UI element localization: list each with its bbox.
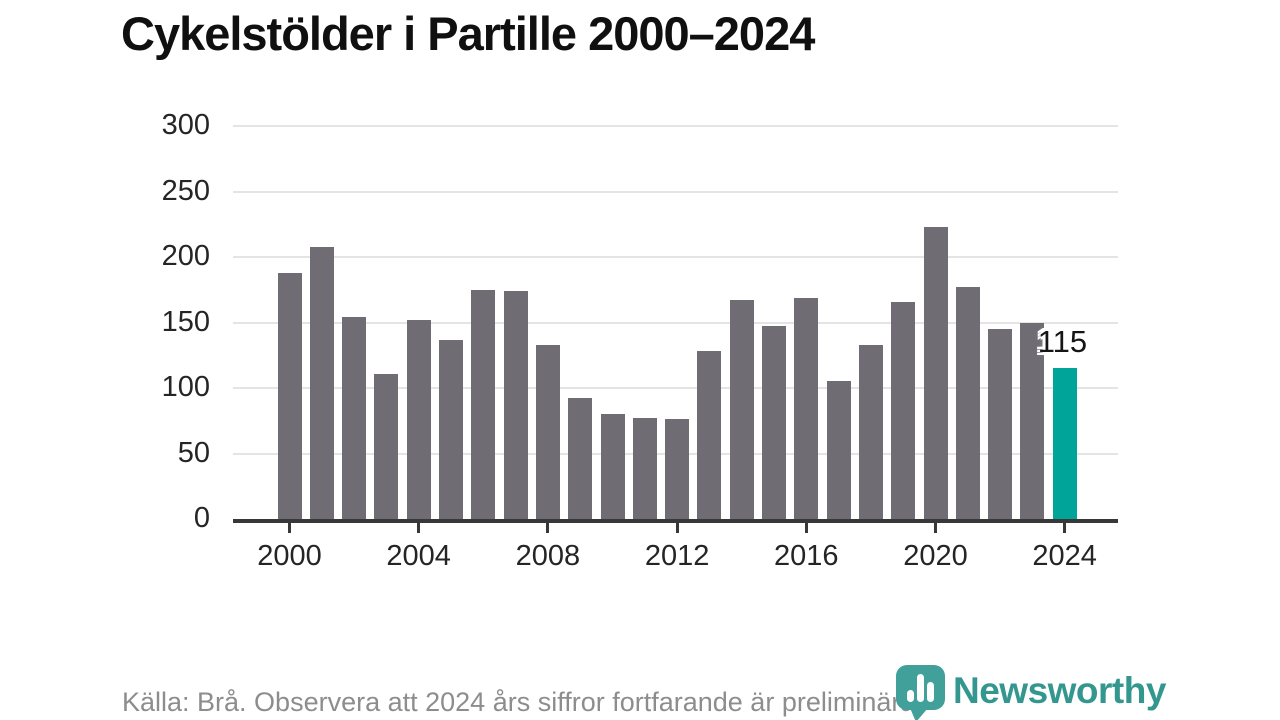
x-axis-label: 2004 [386, 540, 451, 572]
bar-highlighted [1052, 368, 1077, 519]
bar [955, 287, 980, 519]
bar [632, 418, 657, 519]
gridline [233, 125, 1118, 127]
x-axis-tick [417, 523, 421, 533]
bar [439, 339, 463, 519]
y-axis-label: 50 [177, 436, 210, 469]
bar [535, 344, 560, 519]
x-axis-label: 2020 [903, 540, 968, 572]
bar [406, 319, 431, 519]
newsworthy-wordmark: Newsworthy [953, 670, 1166, 711]
newsworthy-icon [896, 665, 945, 720]
x-axis-label: 2024 [1032, 540, 1097, 572]
bar [503, 291, 528, 519]
bar [277, 272, 302, 519]
bar [697, 351, 722, 519]
x-axis-line [233, 519, 1118, 523]
x-axis-label: 2016 [774, 540, 839, 572]
bar [471, 289, 496, 519]
chart-plot-area [233, 125, 1118, 519]
bar [826, 381, 851, 519]
y-axis-label: 0 [193, 502, 210, 534]
gridline [233, 256, 1118, 258]
y-axis-label: 100 [161, 371, 210, 403]
gridline [233, 387, 1118, 389]
bar [309, 246, 334, 519]
y-axis-label: 200 [161, 240, 210, 272]
bar [858, 344, 883, 519]
newsworthy-logo: Newsworthy [895, 664, 1166, 720]
bar [665, 419, 690, 519]
x-axis-tick [675, 523, 679, 533]
x-axis-tick [288, 523, 291, 533]
bar [600, 414, 625, 519]
x-axis-label: 2000 [257, 540, 322, 572]
bar [568, 398, 593, 519]
bar [794, 297, 819, 519]
bar [729, 300, 754, 519]
gridline [233, 321, 1118, 324]
x-axis-label: 2008 [515, 540, 581, 572]
x-axis-tick [934, 523, 937, 533]
page-title: Cykelstölder i Partille 2000–2024 [121, 7, 815, 60]
x-axis-tick [1063, 523, 1067, 533]
bar [988, 329, 1013, 519]
bar [1020, 322, 1045, 519]
value-annotation: 115 [1037, 324, 1088, 360]
x-axis-label: 2012 [644, 540, 710, 572]
y-axis-label: 150 [161, 305, 210, 338]
y-axis-label: 250 [161, 174, 210, 207]
bar [342, 317, 367, 519]
bar [891, 301, 916, 519]
x-axis-tick [804, 523, 808, 533]
y-axis-label: 300 [161, 109, 210, 141]
bar [762, 326, 786, 519]
bar [374, 373, 399, 519]
bar [923, 226, 948, 519]
gridline [233, 190, 1118, 193]
source-note: Källa: Brå. Observera att 2024 års siffr… [122, 687, 923, 717]
x-axis-tick [546, 523, 550, 533]
